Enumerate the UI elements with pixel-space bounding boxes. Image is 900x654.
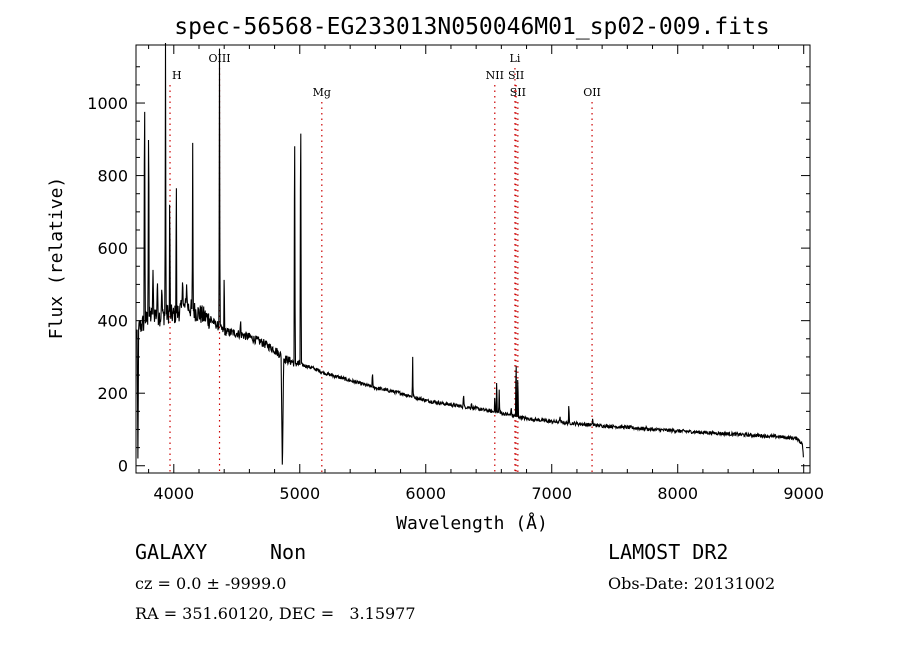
y-tick-label: 0 (118, 457, 128, 476)
line-marker-label: SII (510, 86, 526, 99)
y-tick-label: 600 (97, 239, 128, 258)
redshift-readout: cz = 0.0 ± -9999.0 (135, 574, 287, 593)
survey-name: LAMOST DR2 (608, 540, 729, 564)
line-marker-label: Mg (313, 86, 331, 99)
spectrum-line (135, 42, 804, 465)
object-subclass: Non (270, 540, 307, 564)
y-tick-label: 400 (97, 312, 128, 331)
chart-title: spec-56568-EG233013N050046M01_sp02-009.f… (174, 14, 769, 40)
line-marker-label: Li (510, 52, 521, 65)
x-tick-label: 6000 (405, 484, 446, 503)
line-marker-label: SII (508, 69, 524, 82)
x-tick-label: 9000 (783, 484, 824, 503)
x-axis: 4000 5000 6000 7000 8000 9000 (148, 45, 824, 503)
x-tick-label: 8000 (657, 484, 698, 503)
x-tick-label: 4000 (153, 484, 194, 503)
line-marker-label: NII (486, 69, 504, 82)
object-class: GALAXY (135, 540, 208, 564)
coordinates: RA = 351.60120, DEC = 3.15977 (135, 604, 416, 623)
x-axis-label: Wavelength (Å) (396, 512, 548, 534)
line-marker-label: H (172, 69, 182, 82)
plot-frame (135, 44, 811, 474)
y-tick-label: 1000 (87, 94, 128, 113)
x-tick-label: 5000 (279, 484, 320, 503)
x-tick-label: 7000 (531, 484, 572, 503)
y-tick-label: 200 (97, 384, 128, 403)
obs-date: Obs-Date: 20131002 (608, 574, 776, 593)
line-marker-label: OII (583, 86, 601, 99)
y-axis: 0 200 400 600 800 1000 (87, 66, 810, 476)
y-tick-label: 800 (97, 167, 128, 186)
y-axis-label: Flux (relative) (46, 177, 67, 340)
